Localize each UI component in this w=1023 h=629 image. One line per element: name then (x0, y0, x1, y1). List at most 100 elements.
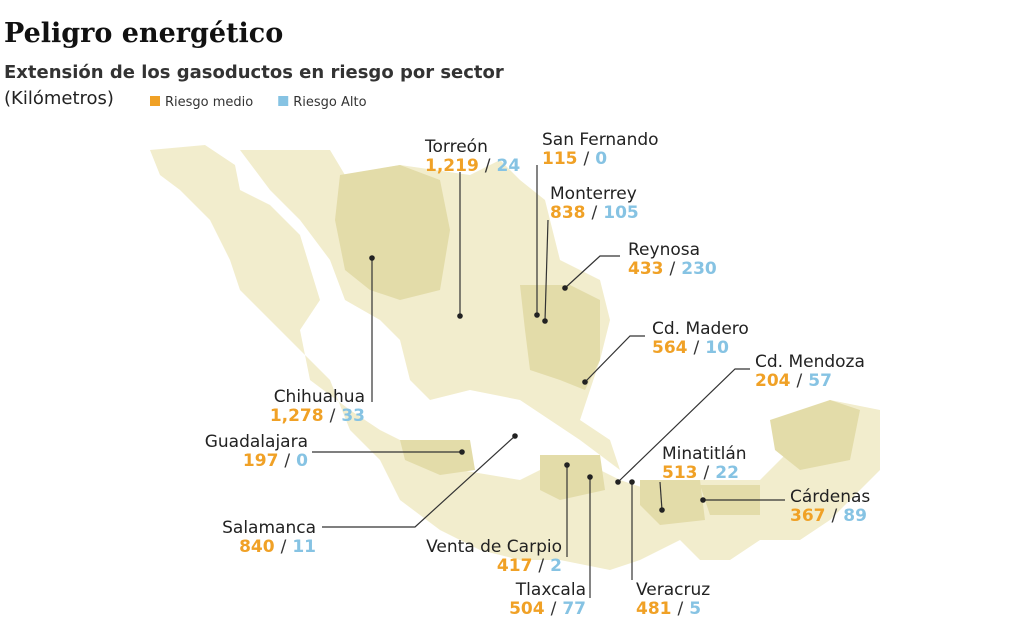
separator: / (584, 149, 590, 169)
separator: / (485, 156, 491, 176)
land-north (240, 150, 620, 470)
sector-dot (587, 474, 593, 480)
leader-line (584, 335, 645, 383)
separator: / (284, 451, 290, 471)
sector-name: Venta de Carpio (426, 537, 562, 557)
riesgo-alto-value: 22 (715, 463, 739, 483)
legend-label: Riesgo Alto (293, 95, 366, 110)
leader-line (544, 219, 549, 322)
sector-dot (582, 379, 588, 385)
region (400, 440, 475, 475)
sector-name: San Fernando (542, 130, 659, 150)
separator: / (330, 406, 336, 426)
separator: / (551, 599, 557, 619)
riesgo-medio-value: 840 (239, 537, 275, 557)
sector-name: Chihuahua (274, 387, 365, 407)
leader-line (617, 368, 750, 483)
sector-dot (700, 497, 706, 503)
sector-name: Cd. Mendoza (755, 352, 865, 372)
riesgo-medio-value: 1,278 (270, 406, 324, 426)
sector-dot (629, 479, 635, 485)
sector-name: Salamanca (222, 518, 316, 538)
riesgo-medio-value: 1,219 (425, 156, 479, 176)
sector-values: 1,278 /33 (270, 406, 365, 426)
sector-values: 433 /230 (628, 259, 717, 279)
sector-name: Guadalajara (205, 432, 308, 452)
riesgo-medio-value: 504 (509, 599, 545, 619)
sector-values: 417/ 2 (497, 556, 562, 576)
sector-name: Veracruz (636, 580, 710, 600)
sector-dot (459, 449, 465, 455)
sector-values: 504 /77 (509, 599, 586, 619)
separator: / (592, 203, 598, 223)
sector-values: 367 /89 (790, 506, 867, 526)
riesgo-alto-value: 0 (595, 149, 607, 169)
sector-dot (457, 313, 463, 319)
sector-values: 838 /105 (550, 203, 639, 223)
leader-line (564, 255, 620, 289)
region (540, 455, 605, 500)
riesgo-alto-value: 24 (497, 156, 521, 176)
sector-name: Minatitlán (662, 444, 747, 464)
riesgo-medio-value: 838 (550, 203, 586, 223)
riesgo-medio-value: 481 (636, 599, 672, 619)
riesgo-medio-value: 564 (652, 338, 688, 358)
sector-dot (659, 507, 665, 513)
riesgo-alto-value: 11 (292, 537, 316, 557)
riesgo-alto-value: 33 (341, 406, 365, 426)
riesgo-alto-value: 10 (705, 338, 729, 358)
sector-values: 513 /22 (662, 463, 739, 483)
legend-swatch (278, 96, 289, 106)
region (770, 400, 860, 470)
riesgo-alto-value: 57 (808, 371, 832, 391)
riesgo-medio-value: 197 (243, 451, 279, 471)
sector-dot (369, 255, 375, 261)
unit: (Kilómetros) (4, 88, 114, 109)
sector-name: Monterrey (550, 184, 637, 204)
separator: / (670, 259, 676, 279)
leader-line (322, 435, 516, 528)
separator: / (797, 371, 803, 391)
riesgo-medio-value: 417 (497, 556, 533, 576)
sector-values: 564 /10 (652, 338, 729, 358)
legend-swatch (150, 96, 160, 106)
riesgo-alto-value: 105 (603, 203, 639, 223)
sector-dot (534, 312, 540, 318)
sector-name: Cd. Madero (652, 319, 749, 339)
separator: / (281, 537, 287, 557)
separator: / (678, 599, 684, 619)
legend-label: Riesgo medio (165, 95, 253, 110)
separator: / (832, 506, 838, 526)
riesgo-alto-value: 5 (689, 599, 701, 619)
riesgo-alto-value: 230 (681, 259, 717, 279)
sector-dot (512, 433, 518, 439)
separator: / (538, 556, 544, 576)
sector-values: 204 /57 (755, 371, 832, 391)
land (150, 145, 880, 570)
sector-dot (564, 462, 570, 468)
sector-name: Reynosa (628, 240, 700, 260)
sector-name: Cárdenas (790, 487, 870, 507)
map (150, 145, 880, 570)
separator: / (704, 463, 710, 483)
sector-name: Torreón (424, 137, 488, 157)
riesgo-medio-value: 367 (790, 506, 826, 526)
riesgo-medio-value: 513 (662, 463, 698, 483)
sector-dot (562, 285, 568, 291)
region (520, 285, 600, 390)
sector-dot (615, 479, 621, 485)
riesgo-alto-value: 77 (562, 599, 586, 619)
sector-values: 115 /0 (542, 149, 607, 169)
legend: Riesgo medio Riesgo Alto (150, 95, 367, 110)
subtitle: Extensión de los gasoductos en riesgo po… (4, 62, 504, 83)
region (640, 480, 705, 525)
riesgo-alto-value: 0 (296, 451, 308, 471)
riesgo-medio-value: 433 (628, 259, 664, 279)
sector-name: Tlaxcala (515, 580, 586, 600)
riesgo-alto-value: 2 (550, 556, 562, 576)
sector-values: 197/ 0 (243, 451, 308, 471)
sector-values: 481 /5 (636, 599, 701, 619)
sector-values: 840 /11 (239, 537, 316, 557)
